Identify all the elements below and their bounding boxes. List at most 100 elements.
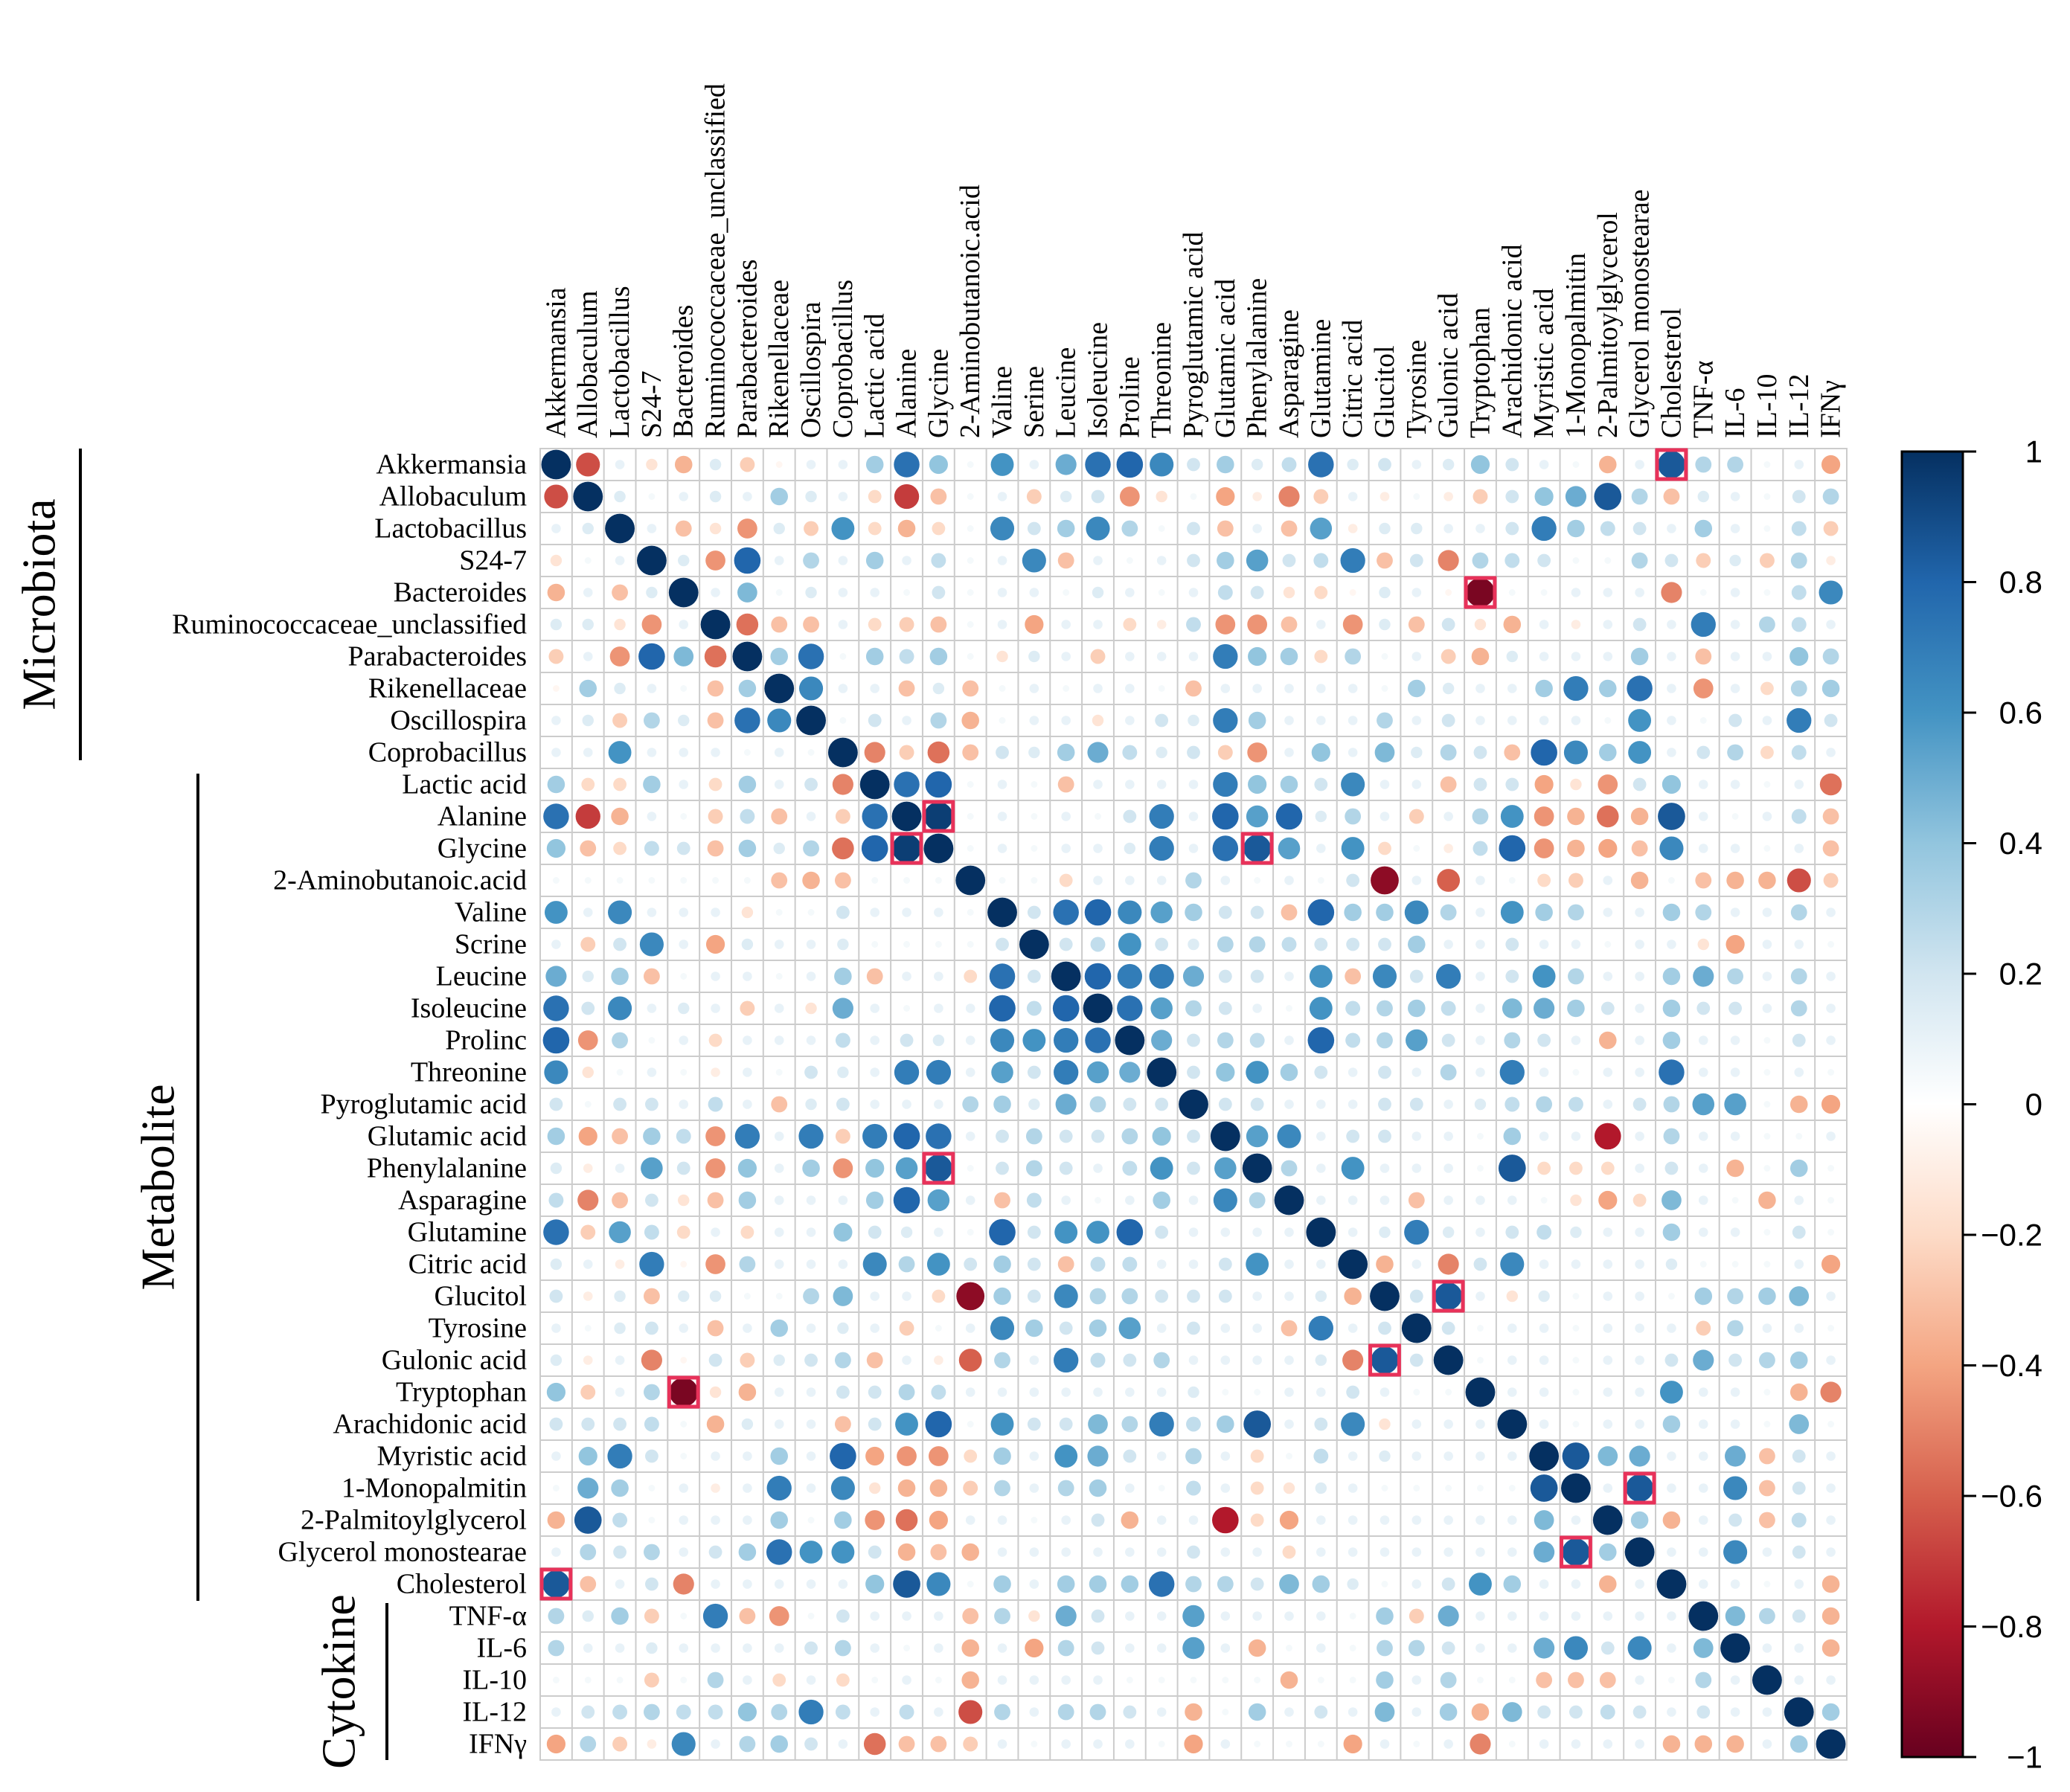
corr-circle-tnf-alanine — [902, 1611, 911, 1621]
corr-circle-ruminococcaceae-unclassified-asparagine — [1281, 616, 1298, 633]
corr-circle-arachidonic-acid-myristic-acid — [1539, 1419, 1549, 1429]
group-label-cytokine: Cytokine — [313, 1594, 365, 1769]
corr-circle-glucitol-alanine — [902, 1291, 911, 1301]
corr-circle-s24-7-alanine — [902, 556, 911, 565]
corr-circle-myristic-acid-tnf — [1698, 1451, 1708, 1461]
corr-circle-arachidonic-acid-s24-7 — [644, 1416, 659, 1432]
column-label-glucitol: Glucitol — [1369, 345, 1400, 438]
corr-circle-il-12-oscillospira — [798, 1699, 824, 1725]
corr-circle-il-10-tryptophan — [1477, 1677, 1484, 1683]
column-label-tyrosine: Tyrosine — [1401, 340, 1432, 438]
corr-circle-asparagine-2-palmitoylglycerol — [1598, 1190, 1618, 1210]
highlight-box-glycine-phenylalanine — [1240, 832, 1274, 865]
corr-circle-gulonic-acid-myristic-acid — [1539, 1355, 1549, 1365]
corr-circle-lactic-acid-lactobacillus — [613, 777, 627, 791]
corr-circle-gulonic-acid-serine — [1029, 1355, 1039, 1365]
corr-circle-phenylalanine-threonine — [1150, 1157, 1173, 1180]
corr-circle-lactobacillus-s24-7 — [647, 524, 657, 533]
corr-circle-proline-alanine — [900, 1033, 914, 1047]
corr-circle-s24-7-threonine — [1156, 556, 1167, 565]
corr-circle-il-10-ifn — [1826, 1675, 1836, 1685]
corr-circle-ruminococcaceae-unclassified-glycine — [930, 616, 947, 633]
corr-circle-glycerol-monostearae-glycerol-monostearae — [1624, 1537, 1655, 1567]
corr-circle-coprobacillus-isoleucine — [1087, 742, 1109, 763]
corr-circle-glucitol-bacteroides — [678, 1290, 690, 1303]
corr-circle-asparagine-valine — [994, 1192, 1010, 1209]
corr-circle-isoleucine-gulonic-acid — [1441, 1001, 1456, 1016]
corr-circle-proline-lactic-acid — [870, 1035, 880, 1045]
corr-circle-lactic-acid-threonine — [1156, 780, 1167, 789]
corr-circle-isoleucine-bacteroides — [678, 1002, 690, 1015]
corr-circle-parabacteroides-tyrosine — [1411, 652, 1422, 661]
corr-circle-lactic-acid-gulonic-acid — [1440, 776, 1457, 793]
corr-circle-ruminococcaceae-unclassified-2-aminobutanoic-acid — [967, 621, 974, 628]
corr-circle-glucitol-arachidonic-acid — [1506, 1290, 1519, 1303]
corr-circle-glucitol-2-palmitoylglycerol — [1603, 1291, 1613, 1301]
corr-circle-isoleucine-glycerol-monostearae — [1635, 1003, 1644, 1013]
corr-circle-il-10-valine — [997, 1675, 1007, 1685]
corr-circle-myristic-acid-il-10 — [1759, 1448, 1775, 1465]
corr-circle-ruminococcaceae-unclassified-oscillospira — [803, 616, 819, 633]
corr-circle-citric-acid-leucine — [1057, 1256, 1074, 1273]
corr-circle-ifn-glutamic-acid — [1220, 1739, 1231, 1749]
corr-circle-allobaculum-lactic-acid — [868, 489, 882, 504]
column-label-pyroglutamic-acid: Pyroglutamic acid — [1178, 231, 1209, 438]
corr-circle-threonine-isoleucine — [1086, 1061, 1109, 1084]
corr-circle-threonine-s24-7 — [647, 1067, 657, 1077]
corr-circle-rikenellaceae-lactobacillus — [614, 682, 626, 695]
corr-circle-gulonic-acid-tyrosine — [1409, 1353, 1423, 1367]
corr-circle-alanine-alanine — [891, 801, 922, 832]
column-label-akkermansia: Akkermansia — [540, 287, 571, 438]
corr-circle-ifn-oscillospira — [804, 1737, 818, 1751]
corr-circle-isoleucine-phenylalanine — [1252, 1003, 1262, 1013]
corr-circle-glutamine-pyroglutamic-acid — [1188, 1227, 1199, 1237]
corr-circle-allobaculum-bacteroides — [679, 492, 689, 501]
corr-circle-phenylalanine-allobaculum — [583, 1163, 593, 1173]
corr-circle-akkermansia-gulonic-acid — [1442, 458, 1455, 471]
corr-circle-arachidonic-acid-proline — [1121, 1416, 1138, 1433]
corr-circle-pyroglutamic-acid-parabacteroides — [743, 1099, 752, 1109]
corr-circle-isoleucine-akkermansia — [543, 995, 569, 1021]
corr-circle-2-palmitoylglycerol-il-6 — [1728, 1513, 1743, 1527]
corr-circle-il-6-tnf — [1693, 1638, 1714, 1658]
corr-circle-glycine-glutamic-acid — [1212, 835, 1239, 861]
corr-circle-ruminococcaceae-unclassified-akkermansia — [550, 618, 563, 631]
corr-circle-gulonic-acid-asparagine — [1284, 1355, 1294, 1365]
corr-circle-rikenellaceae-rikenellaceae — [764, 673, 795, 704]
corr-circle-il-12-tnf — [1696, 1705, 1711, 1719]
corr-circle-tyrosine-ifn — [1827, 1325, 1835, 1332]
corr-circle-isoleucine-parabacteroides — [740, 1001, 755, 1016]
corr-circle-cholesterol-lactobacillus — [615, 1579, 625, 1589]
corr-circle-cholesterol-2-palmitoylglycerol — [1599, 1575, 1617, 1593]
corr-circle-gulonic-acid-isoleucine — [1090, 1352, 1106, 1368]
corr-circle-glycerol-monostearae-akkermansia — [551, 1547, 561, 1557]
corr-circle-1-monopalmitin-leucine — [1057, 1480, 1074, 1497]
corr-circle-2-aminobutanoic-acid-gulonic-acid — [1437, 869, 1461, 892]
corr-circle-ifn-tnf — [1694, 1735, 1713, 1753]
corr-circle-phenylalanine-glycerol-monostearae — [1635, 1163, 1644, 1173]
corr-circle-parabacteroides-1-monopalmitin — [1571, 652, 1581, 661]
corr-circle-myristic-acid-proline — [1123, 1449, 1137, 1463]
corr-circle-lactobacillus-phenylalanine — [1252, 524, 1262, 533]
corr-circle-tryptophan-ifn — [1820, 1381, 1842, 1403]
row-label-valine: Valine — [455, 897, 527, 928]
corr-circle-bacteroides-glutamic-acid — [1217, 585, 1233, 600]
corr-circle-2-aminobutanoic-acid-parabacteroides — [743, 877, 751, 884]
corr-circle-s24-7-bacteroides — [678, 554, 690, 567]
corr-circle-myristic-acid-threonine — [1156, 1451, 1167, 1461]
corr-circle-glutamic-acid-coprobacillus — [835, 1128, 850, 1144]
corr-circle-parabacteroides-phenylalanine — [1248, 646, 1267, 667]
corr-circle-proline-il-10 — [1763, 1037, 1771, 1044]
corr-circle-leucine-arachidonic-acid — [1505, 969, 1519, 983]
corr-circle-glutamine-glutamine — [1306, 1217, 1336, 1247]
corr-circle-tyrosine-alanine — [899, 1320, 914, 1336]
highlight-box-cholesterol-akkermansia — [539, 1567, 573, 1601]
corr-circle-ruminococcaceae-unclassified-proline — [1123, 617, 1137, 632]
corr-circle-glucitol-leucine — [1054, 1284, 1078, 1308]
corr-circle-il-12-cholesterol — [1667, 1707, 1676, 1717]
corr-circle-il-10-tnf — [1695, 1671, 1712, 1689]
corr-circle-glucitol-il-6 — [1727, 1288, 1744, 1305]
corr-circle-cholesterol-oscillospira — [806, 1579, 816, 1589]
corr-circle-il-12-tryptophan — [1471, 1703, 1490, 1721]
